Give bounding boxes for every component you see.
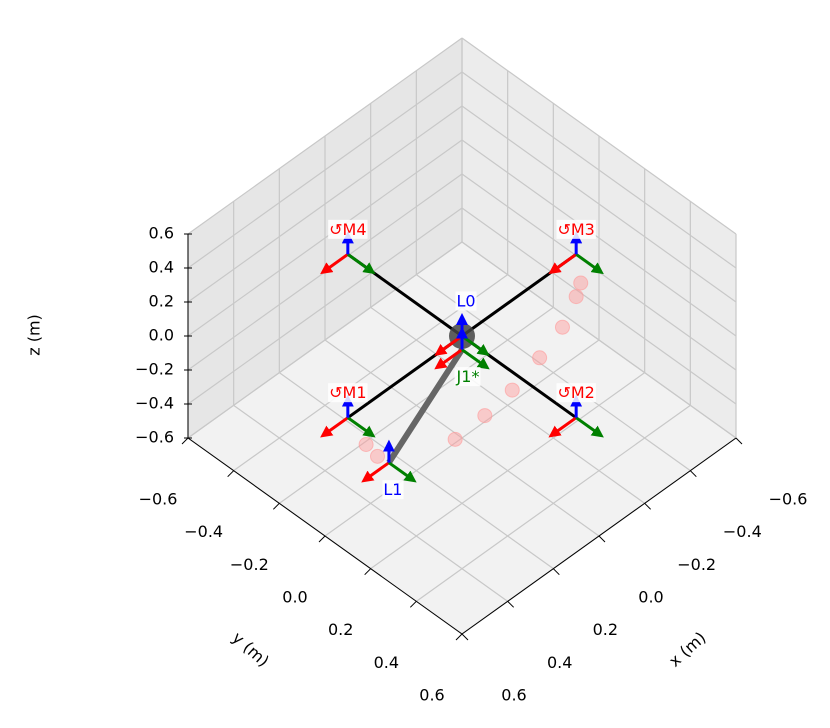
grid-line xyxy=(278,306,554,504)
x-tick xyxy=(689,470,697,478)
grid-line xyxy=(187,207,463,405)
y-tick xyxy=(272,502,280,510)
z-tick-label: −0.4 xyxy=(135,394,174,413)
frame-label: ↺M3 xyxy=(557,220,594,239)
x-tick xyxy=(507,600,515,608)
x-tick-label: 0.0 xyxy=(638,588,663,607)
frame-axis xyxy=(461,348,490,370)
y-tick xyxy=(364,568,372,576)
x-axis-label: x (m) xyxy=(665,628,709,671)
z-tick-label: 0.0 xyxy=(149,326,174,345)
frame-axis xyxy=(548,253,578,275)
x-tick-label: 0.4 xyxy=(547,653,572,672)
x-tick xyxy=(552,568,560,576)
x-tick xyxy=(735,437,743,445)
trail-point xyxy=(447,431,463,447)
frame-label: L1 xyxy=(383,480,402,499)
grid-line xyxy=(461,207,737,405)
frame-axis xyxy=(320,416,349,438)
y-axis-label: y (m) xyxy=(228,628,272,671)
x-tick xyxy=(598,535,606,543)
grid-line xyxy=(187,241,463,439)
frame-axis xyxy=(320,253,349,275)
label-box xyxy=(328,219,368,239)
y-tick xyxy=(227,470,235,478)
frame-axis xyxy=(461,334,490,356)
frame-axis xyxy=(548,416,578,438)
frame-axis xyxy=(434,348,463,370)
link-rod xyxy=(386,347,465,465)
label-box xyxy=(382,480,404,500)
x-tick-label: 0.2 xyxy=(593,620,618,639)
z-tick-label: −0.2 xyxy=(135,360,174,379)
trail-point xyxy=(477,408,493,424)
frame-label: ↺M4 xyxy=(329,220,366,239)
trail-point xyxy=(532,350,548,366)
frame-label: ↺M2 xyxy=(557,383,594,402)
x-tick-label: −0.4 xyxy=(723,522,762,541)
trail-point xyxy=(358,437,374,452)
grid-line xyxy=(187,105,463,303)
frame-axis xyxy=(346,416,376,438)
y-tick xyxy=(455,633,463,641)
y-tick xyxy=(181,437,189,445)
z-tick-label: −0.6 xyxy=(135,428,174,447)
y-tick xyxy=(318,535,326,543)
label-box xyxy=(328,383,368,403)
y-tick-label: −0.2 xyxy=(230,555,269,574)
y-tick-label: −0.4 xyxy=(184,522,223,541)
label-box xyxy=(455,291,477,311)
y-tick-label: 0.2 xyxy=(328,620,353,639)
trail-point xyxy=(573,275,589,291)
trail-point xyxy=(504,382,520,398)
grid-line xyxy=(461,139,737,337)
x-tick-label: 0.6 xyxy=(501,686,526,705)
y-tick-label: 0.6 xyxy=(419,686,444,705)
frame-axis xyxy=(575,253,604,275)
grid-line xyxy=(461,37,737,235)
y-tick-label: −0.6 xyxy=(139,490,178,509)
trail-point xyxy=(370,448,386,464)
grid-line xyxy=(187,37,463,235)
y-tick-label: 0.0 xyxy=(282,588,307,607)
x-tick xyxy=(644,502,652,510)
grid-line xyxy=(187,139,463,337)
grid-line xyxy=(415,404,691,602)
frame-axis xyxy=(575,416,604,438)
label-box xyxy=(454,367,481,387)
frame-axis xyxy=(361,461,390,483)
label-box xyxy=(556,219,596,239)
z-tick-label: 0.2 xyxy=(149,292,174,311)
frame-label: L0 xyxy=(456,292,475,311)
grid-line xyxy=(461,241,737,439)
y-tick-label: 0.4 xyxy=(374,653,399,672)
z-tick-label: 0.4 xyxy=(149,258,174,277)
frame-axis xyxy=(434,334,463,356)
grid-line xyxy=(461,71,737,269)
frame-label: ↺M1 xyxy=(329,383,366,402)
x-tick xyxy=(461,633,469,641)
frame-label: J1* xyxy=(456,367,480,386)
grid-line xyxy=(461,105,737,303)
grid-line xyxy=(187,71,463,269)
trail-point xyxy=(554,319,570,335)
z-tick-label: 0.6 xyxy=(149,224,174,243)
x-tick-label: −0.2 xyxy=(677,555,716,574)
frame-axis xyxy=(388,461,417,483)
frame-axis xyxy=(346,253,376,275)
grid-line xyxy=(370,372,646,570)
y-tick xyxy=(409,600,417,608)
trail-point xyxy=(568,289,584,305)
z-axis-label: z (m) xyxy=(25,314,44,356)
label-box xyxy=(556,383,596,403)
x-tick-label: −0.6 xyxy=(769,490,808,509)
